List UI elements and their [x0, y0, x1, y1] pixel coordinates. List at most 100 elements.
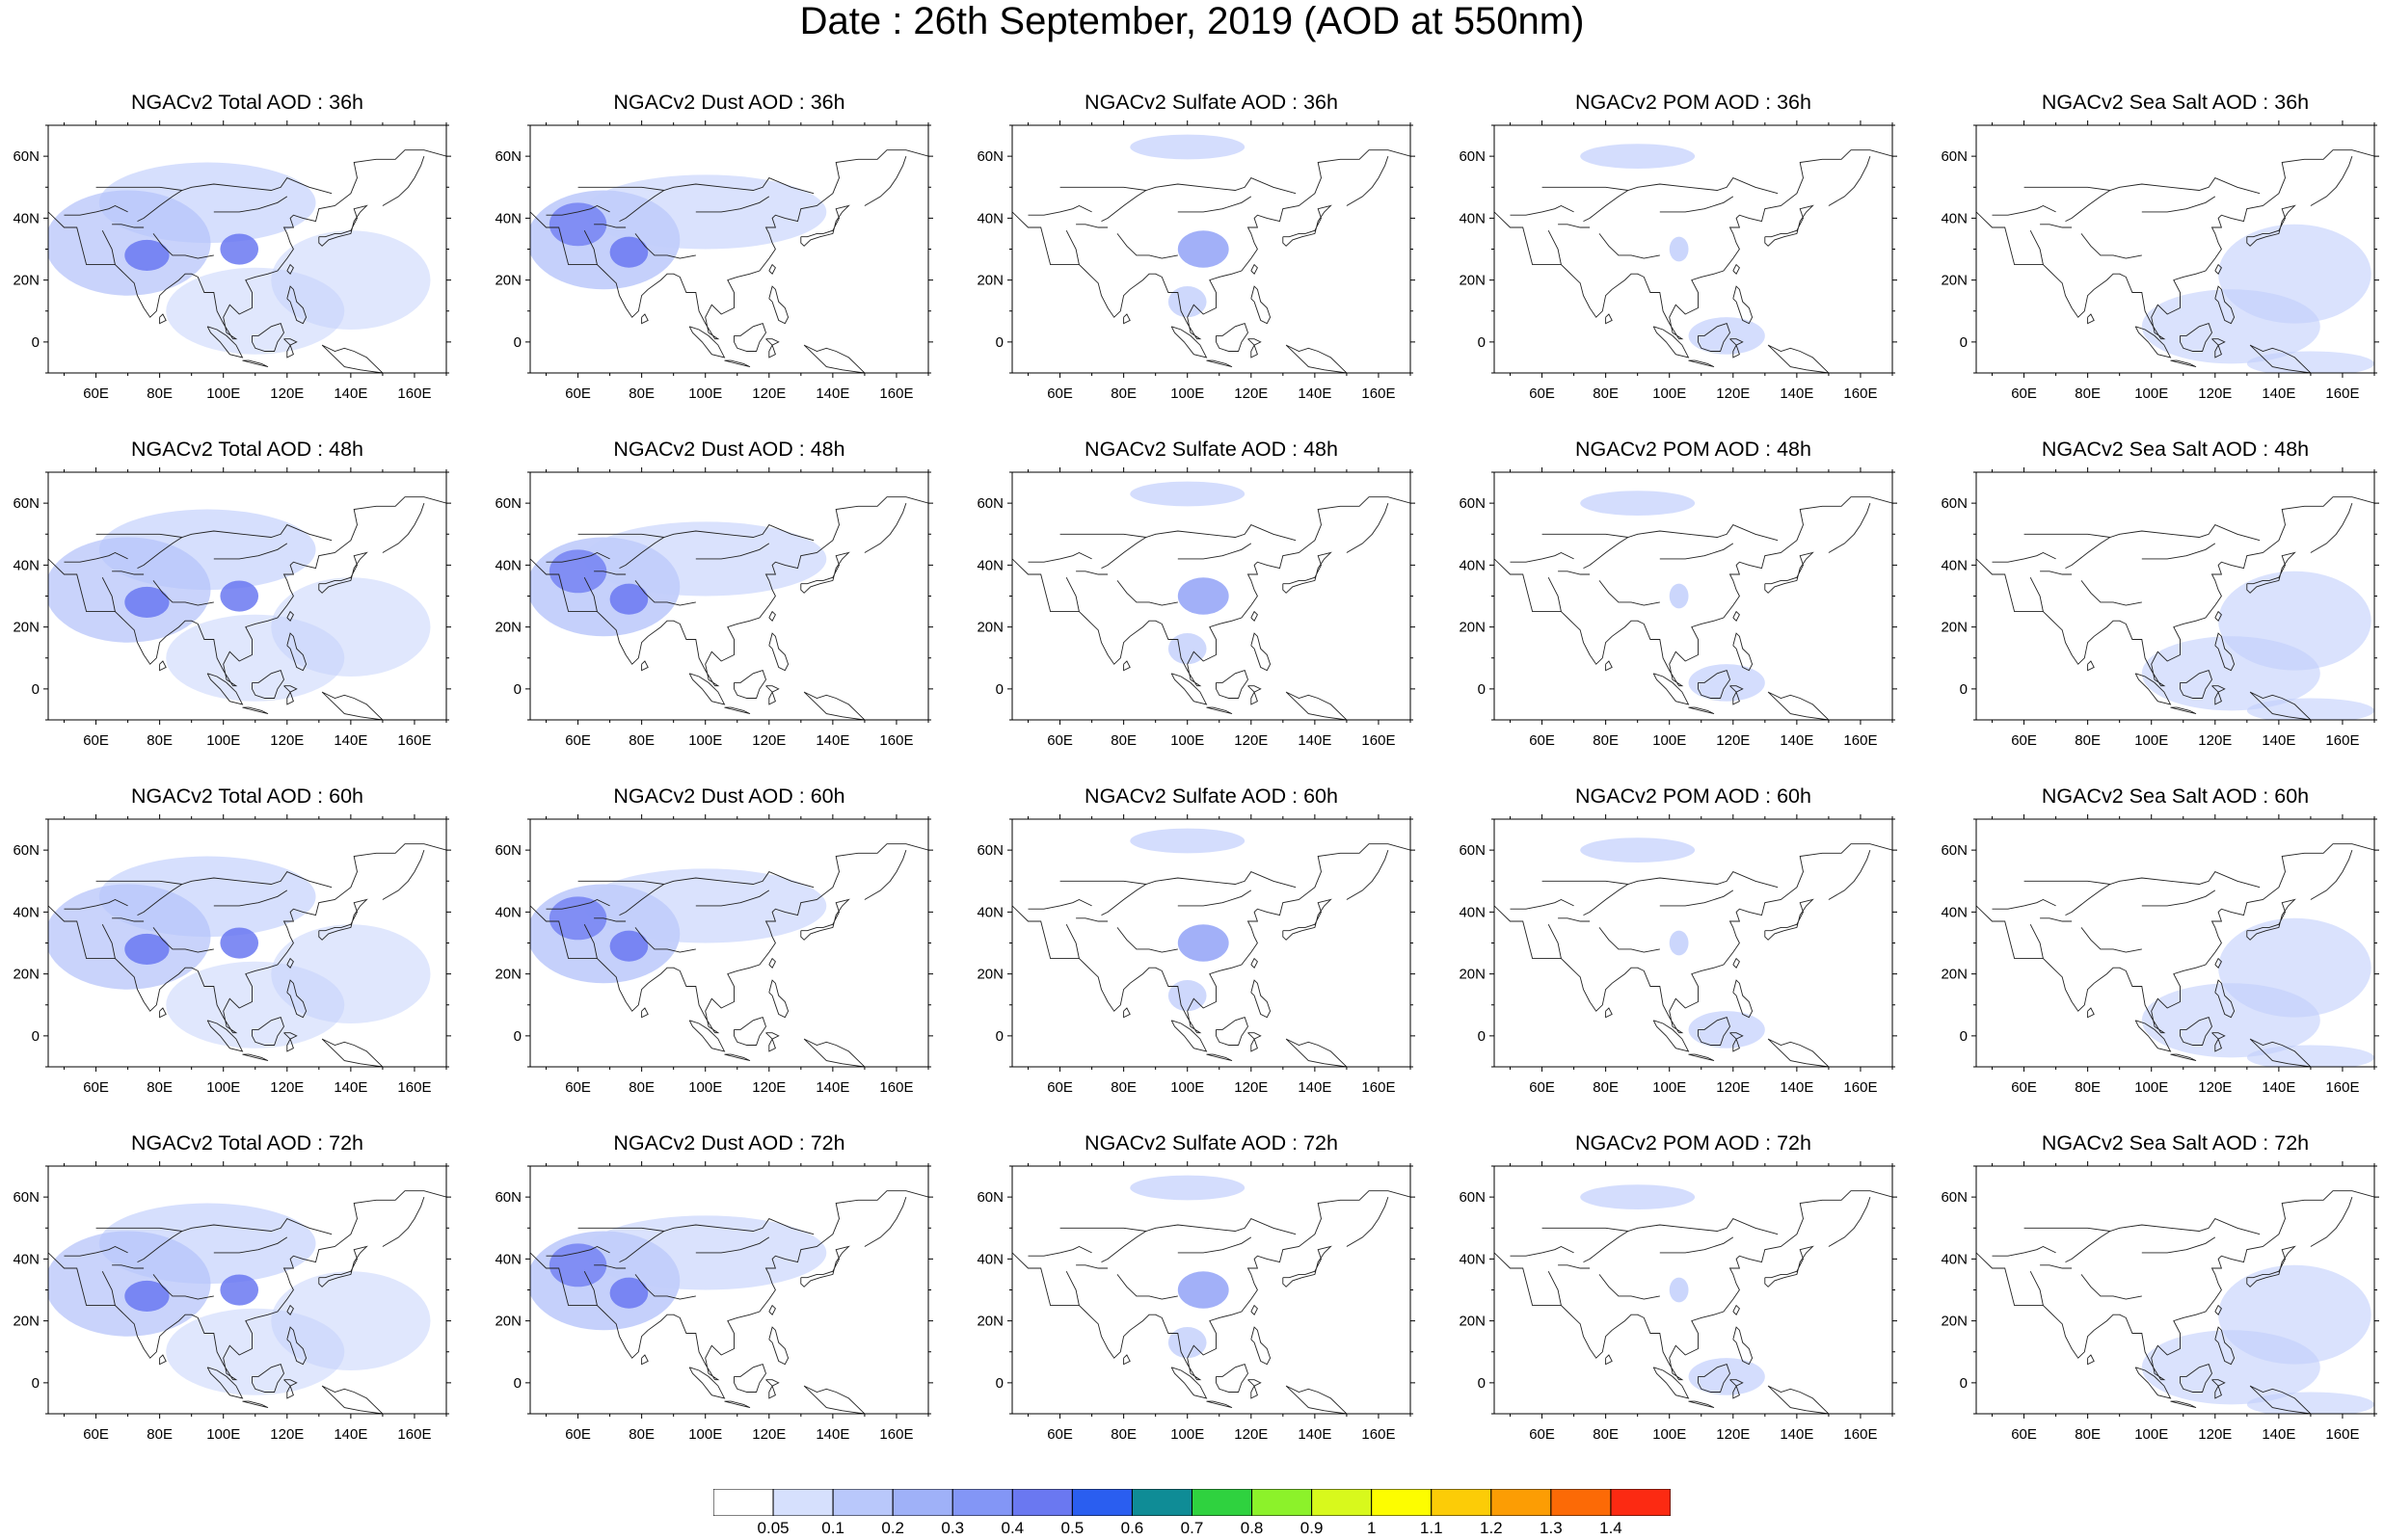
x-tick-label: 140E: [2262, 1426, 2295, 1443]
y-tick-label: 60N: [1459, 842, 1486, 859]
coastline: [2134, 1020, 2172, 1052]
coastline: [2065, 1231, 2111, 1263]
x-tick-label: 160E: [879, 732, 913, 749]
coastline: [1828, 849, 1871, 900]
x-tick-label: 100E: [1652, 1426, 1686, 1443]
coastline: [1012, 496, 1410, 687]
x-tick-label: 120E: [270, 1079, 304, 1096]
x-tick-label: 140E: [1298, 1079, 1331, 1096]
coastline: [768, 979, 790, 1019]
coastline: [2310, 502, 2353, 553]
coastline: [2134, 326, 2172, 358]
coastline: [546, 898, 610, 910]
coastline: [1688, 706, 1715, 715]
coastline: [1012, 843, 1410, 1034]
coastline: [64, 551, 128, 563]
aod-field: [1688, 1358, 1765, 1395]
coastline: [594, 571, 627, 575]
coastline: [1992, 1245, 2056, 1257]
coastline: [1116, 233, 1178, 259]
coastline: [724, 359, 751, 368]
x-tick-label: 80E: [629, 732, 655, 749]
coastline: [2246, 551, 2296, 594]
coastline: [641, 1007, 649, 1019]
y-tick-label: 60N: [1459, 495, 1486, 512]
coastline: [112, 571, 145, 575]
coastline: [1076, 1264, 1109, 1269]
coastline: [1206, 1400, 1233, 1409]
colorbar-label: 0.6: [1120, 1519, 1144, 1537]
y-tick-label: 40N: [1459, 557, 1486, 573]
coastline: [1583, 190, 1629, 223]
aod-field: [166, 961, 345, 1049]
coastline: [2141, 196, 2216, 213]
map-panel: 60E 80E 100E 120E 140E 160E 0 20N 40N 60N: [1941, 814, 2379, 1096]
x-tick-label: 140E: [816, 732, 849, 749]
x-tick-label: 140E: [334, 732, 367, 749]
coastline: [1976, 149, 2374, 340]
coastline: [1510, 898, 1574, 910]
coastline: [1059, 524, 1297, 542]
coastline: [283, 1379, 298, 1399]
coastline: [803, 1038, 866, 1067]
coastline: [1992, 204, 2056, 216]
coastline: [1065, 923, 1080, 959]
coastline: [1076, 917, 1109, 922]
x-tick-label: 140E: [1780, 732, 1813, 749]
coastline: [1076, 224, 1109, 228]
coastline: [2080, 580, 2142, 606]
coastline: [2080, 233, 2142, 259]
y-tick-label: 40N: [977, 210, 1004, 226]
x-tick-label: 160E: [2325, 1079, 2359, 1096]
coastline: [1059, 177, 1297, 195]
x-tick-label: 100E: [1652, 385, 1686, 402]
colorbar-swatch: [1550, 1489, 1612, 1516]
coastline: [2310, 849, 2353, 900]
coastline: [95, 524, 333, 542]
coastline: [2246, 1245, 2296, 1288]
coastline: [382, 155, 425, 206]
coastline: [48, 149, 446, 340]
coastline: [1558, 1264, 1591, 1269]
x-tick-label: 140E: [816, 1426, 849, 1443]
x-tick-label: 140E: [816, 385, 849, 402]
colorbar-label: 0.4: [1001, 1519, 1025, 1537]
x-tick-label: 80E: [2075, 1079, 2101, 1096]
coastline: [1123, 660, 1131, 672]
coastline: [546, 1245, 610, 1257]
x-tick-label: 80E: [1593, 1426, 1619, 1443]
aod-field: [1177, 230, 1229, 268]
coastline: [1828, 155, 1871, 206]
aod-field: [2246, 1045, 2374, 1067]
aod-field: [98, 509, 316, 591]
colorbar-label: 0.7: [1180, 1519, 1204, 1537]
coastline: [1605, 1007, 1613, 1019]
coastline: [286, 263, 294, 275]
coastline: [2249, 1385, 2312, 1414]
x-tick-label: 160E: [397, 1426, 431, 1443]
aod-field: [1177, 924, 1229, 962]
panel-title: NGACv2 Total AOD : 48h: [131, 438, 363, 461]
aod-field: [1167, 633, 1207, 665]
coastline: [1216, 1364, 1248, 1393]
coastline: [1285, 691, 1348, 720]
aod-field: [2141, 636, 2320, 711]
coastline: [2040, 571, 2073, 575]
coastline: [2180, 1017, 2212, 1046]
coastline: [101, 229, 116, 265]
coastline: [2249, 691, 2312, 720]
coastline: [2180, 670, 2212, 699]
coastline: [619, 190, 665, 223]
y-tick-label: 40N: [1459, 1251, 1486, 1267]
coastline: [1547, 1270, 1562, 1306]
coastline: [583, 576, 598, 612]
aod-field: [166, 1308, 345, 1395]
x-tick-label: 100E: [2134, 1426, 2168, 1443]
coastline: [1282, 1245, 1332, 1288]
colorbar-swatch: [772, 1489, 834, 1516]
coastline: [48, 496, 446, 687]
aod-field: [220, 233, 259, 265]
x-tick-label: 80E: [147, 385, 173, 402]
x-tick-label: 80E: [629, 1426, 655, 1443]
coastline: [2087, 1007, 2095, 1019]
